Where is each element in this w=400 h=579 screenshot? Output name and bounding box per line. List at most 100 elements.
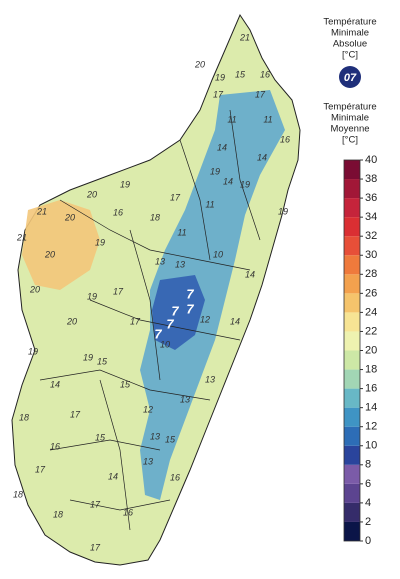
map-value: 20 xyxy=(64,212,75,222)
map-value: 13 xyxy=(175,259,185,269)
map-value: 14 xyxy=(108,471,118,481)
map-value: 20 xyxy=(86,189,97,199)
legend-title: Minimale xyxy=(331,113,369,124)
district-borders xyxy=(39,109,261,531)
map-value: 7 xyxy=(186,301,194,316)
map-value: 16 xyxy=(280,134,290,144)
legend-title: Température xyxy=(323,102,376,113)
colorbar-bin xyxy=(344,388,360,408)
colorbar-tick-label: 22 xyxy=(365,325,377,337)
legend: TempératureMinimaleAbsolue[°C]07Températ… xyxy=(323,17,377,547)
colorbar-tick-label: 20 xyxy=(365,344,377,356)
map-value: 17 xyxy=(35,464,46,474)
map-value: 17 xyxy=(170,192,181,202)
map-value: 7 xyxy=(166,316,174,331)
colorbar-bin xyxy=(344,350,360,370)
map-value: 18 xyxy=(53,509,63,519)
map-value: 11 xyxy=(227,114,236,124)
colorbar-bin xyxy=(344,160,360,180)
absolute-badge xyxy=(339,66,361,88)
legend-title: [°C] xyxy=(342,135,358,146)
colorbar-tick-label: 24 xyxy=(365,306,377,318)
map-value: 15 xyxy=(235,69,246,79)
map-value: 13 xyxy=(143,456,153,466)
map-value: 7 xyxy=(171,303,179,318)
colorbar-tick-label: 12 xyxy=(365,421,377,433)
map-value: 19 xyxy=(215,72,225,82)
map-value: 13 xyxy=(180,394,190,404)
legend-title: Moyenne xyxy=(330,124,369,135)
map-value: 21 xyxy=(239,32,250,42)
map-value: 17 xyxy=(213,89,224,99)
colorbar-tick-label: 34 xyxy=(365,211,377,223)
map-value: 19 xyxy=(83,352,93,362)
map-value: 16 xyxy=(50,441,60,451)
colorbar-bin xyxy=(344,312,360,332)
colorbar-bin xyxy=(344,369,360,389)
map-value: 18 xyxy=(150,212,160,222)
colorbar-tick-label: 4 xyxy=(365,497,371,509)
colorbar-tick-label: 40 xyxy=(365,154,377,166)
map-value: 17 xyxy=(90,542,101,552)
map-value: 19 xyxy=(210,166,220,176)
map-value: 14 xyxy=(230,316,240,326)
legend-title: Absolue xyxy=(333,39,367,50)
colorbar-tick-label: 32 xyxy=(365,230,377,242)
map-value: 13 xyxy=(155,256,165,266)
colorbar-tick-label: 0 xyxy=(365,535,371,547)
absolute-value: 07 xyxy=(344,72,357,84)
colorbar-tick-label: 6 xyxy=(365,478,371,490)
colorbar-bin xyxy=(344,179,360,199)
map-value: 16 xyxy=(113,207,123,217)
map-value: 7 xyxy=(186,286,194,301)
colorbar-tick-label: 30 xyxy=(365,249,377,261)
map-value: 21 xyxy=(36,206,47,216)
map-value: 14 xyxy=(223,176,233,186)
map-value: 15 xyxy=(120,379,131,389)
map-value: 19 xyxy=(278,206,288,216)
map-value: 11 xyxy=(205,199,214,209)
colorbar-bin xyxy=(344,331,360,351)
colorbar-bin xyxy=(344,407,360,427)
map-value: 17 xyxy=(90,499,101,509)
map-value: 19 xyxy=(95,237,105,247)
map-value: 16 xyxy=(260,69,270,79)
map-value: 18 xyxy=(19,412,29,422)
west-warm-zone xyxy=(22,200,100,290)
cold-core xyxy=(152,275,205,350)
map-value: 12 xyxy=(143,404,153,414)
map-value: 12 xyxy=(200,314,210,324)
map-value: 17 xyxy=(70,409,81,419)
map-value: 15 xyxy=(97,356,108,366)
colorbar-tick-label: 10 xyxy=(365,440,377,452)
legend-title: Température xyxy=(323,17,376,28)
map-value: 11 xyxy=(177,227,186,237)
map-value: 13 xyxy=(205,374,215,384)
legend-title: [°C] xyxy=(342,50,358,61)
map-value: 14 xyxy=(257,152,267,162)
map-value: 14 xyxy=(217,142,227,152)
colorbar-bin xyxy=(344,445,360,465)
map-value: 20 xyxy=(29,284,40,294)
colorbar-bin xyxy=(344,293,360,313)
colorbar-tick-label: 38 xyxy=(365,173,377,185)
colorbar-bin xyxy=(344,255,360,275)
colorbar-bin xyxy=(344,521,360,541)
map-value: 21 xyxy=(16,232,27,242)
map-value: 17 xyxy=(130,316,141,326)
colorbar-tick-label: 8 xyxy=(365,459,371,471)
map-value: 7 xyxy=(154,326,162,341)
map-value: 17 xyxy=(255,89,266,99)
map-value: 20 xyxy=(44,249,55,259)
map-value: 20 xyxy=(66,316,77,326)
map-value: 15 xyxy=(165,434,176,444)
colorbar-bin xyxy=(344,236,360,256)
map-value: 15 xyxy=(95,432,106,442)
map-value: 20 xyxy=(194,59,205,69)
colorbar-bin xyxy=(344,198,360,218)
colorbar-bin xyxy=(344,217,360,237)
map-value: 18 xyxy=(13,489,23,499)
colorbar-tick-label: 2 xyxy=(365,516,371,528)
map-value: 19 xyxy=(28,346,38,356)
